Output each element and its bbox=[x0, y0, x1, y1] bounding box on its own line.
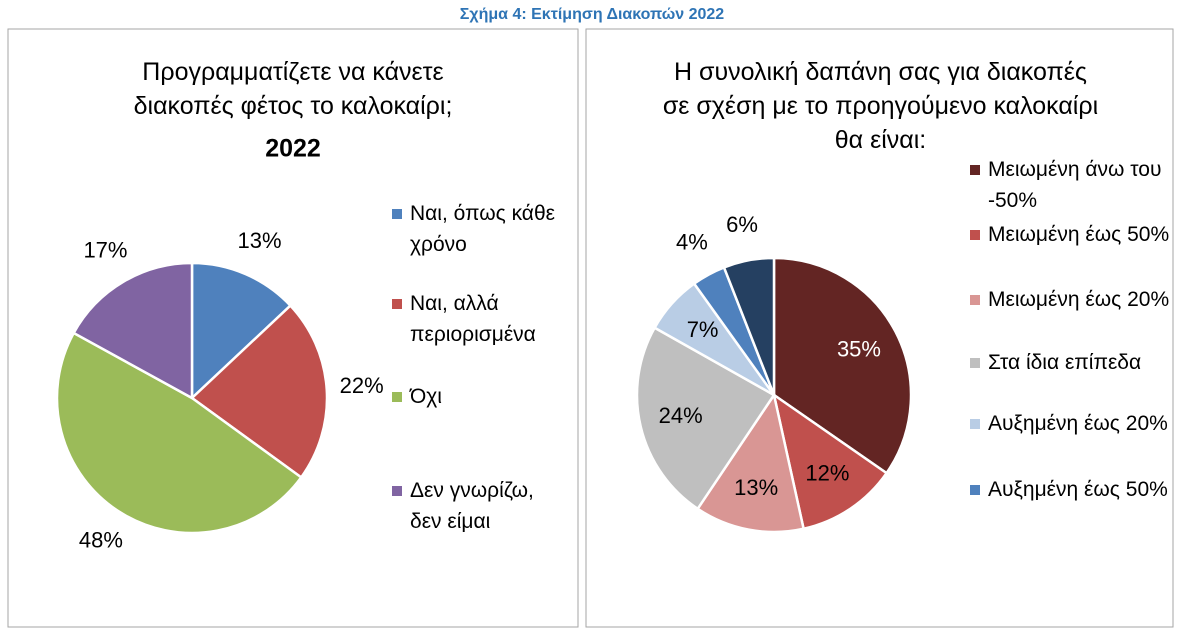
legend-label: Αυξημένη έως 20% bbox=[988, 412, 1168, 435]
legend-label: Ναι, όπως κάθε χρόνο bbox=[410, 202, 555, 256]
legend-entry: Αυξημένη έως 20% bbox=[970, 408, 1170, 439]
legend-entry: Στα ίδια επίπεδα bbox=[970, 347, 1170, 378]
legend-box: Όχι bbox=[392, 381, 562, 412]
figure-title: Σχήμα 4: Εκτίμηση Διακοπών 2022 bbox=[460, 6, 725, 23]
data-label: 35% bbox=[837, 336, 881, 361]
data-label: 13% bbox=[734, 475, 778, 500]
legend-box: Μειωμένη έως 50% bbox=[970, 219, 1170, 250]
legend-box: Μειωμένη έως 20% bbox=[970, 284, 1170, 315]
legend-entry: Μειωμένη έως 20% bbox=[970, 284, 1170, 315]
legend-swatch bbox=[392, 209, 402, 219]
legend-swatch bbox=[970, 165, 980, 175]
data-label: 7% bbox=[687, 317, 719, 342]
pie-slice bbox=[635, 326, 776, 511]
data-label: 13% bbox=[237, 228, 281, 253]
legend-entry: Ναι, όπως κάθε χρόνο bbox=[392, 198, 562, 260]
legend-box: Δεν γνωρίζω, δεν είμαι σίγουρος/η bbox=[392, 475, 562, 541]
pie-slice bbox=[190, 261, 293, 401]
legend-label: Μειωμένη άνω του -50% bbox=[988, 158, 1162, 212]
legend-swatch bbox=[970, 485, 980, 495]
data-label: 48% bbox=[79, 527, 123, 552]
legend-swatch bbox=[970, 358, 980, 368]
pie-slice bbox=[695, 391, 806, 534]
data-label: 24% bbox=[659, 403, 703, 428]
legend-box: Αυξημένη έως 50% bbox=[970, 474, 1170, 505]
legend-label: Αυξημένη έως 50% bbox=[988, 478, 1168, 501]
chart-title: Προγραμματίζετε να κάνετε διακοπές φέτος… bbox=[133, 58, 453, 120]
data-label: 12% bbox=[805, 460, 849, 485]
legend-box: Ναι, αλλά περιορισμένα bbox=[392, 288, 562, 350]
data-label: 6% bbox=[726, 212, 758, 237]
pie-slice bbox=[190, 303, 329, 480]
pie-slice bbox=[722, 256, 776, 396]
pie-slice bbox=[772, 256, 913, 475]
data-label: 4% bbox=[676, 230, 708, 255]
legend-entry: Ναι, αλλά περιορισμένα bbox=[392, 288, 562, 350]
legend-label: Μειωμένη έως 50% bbox=[988, 223, 1170, 246]
title-box: Προγραμματίζετε να κάνετε διακοπές φέτος… bbox=[133, 58, 453, 120]
legend-label: Ναι, αλλά περιορισμένα bbox=[410, 292, 536, 346]
legend-entry: Αυξημένη έως 50% bbox=[970, 474, 1170, 505]
legend-swatch bbox=[970, 230, 980, 240]
legend-swatch bbox=[392, 299, 402, 309]
pie-slice bbox=[772, 392, 889, 531]
legend-box: Μειωμένη άνω του -50% bbox=[970, 154, 1170, 216]
data-label: 22% bbox=[340, 373, 384, 398]
legend-entry: Δεν γνωρίζω, δεν είμαι σίγουρος/η bbox=[392, 475, 562, 541]
legend-box: Ναι, όπως κάθε χρόνο bbox=[392, 198, 562, 260]
legend-label: Δεν γνωρίζω, δεν είμαι σίγουρος/η bbox=[410, 479, 534, 533]
title-box: Η συνολική δαπάνη σας για διακοπές σε σχ… bbox=[662, 58, 1099, 154]
legend-swatch bbox=[970, 419, 980, 429]
legend-entry: Όχι bbox=[392, 381, 562, 412]
pie-slice bbox=[55, 331, 303, 535]
pie-slice bbox=[72, 261, 194, 401]
legend-swatch bbox=[392, 486, 402, 496]
data-label: 17% bbox=[83, 237, 127, 262]
chart-title: Η συνολική δαπάνη σας για διακοπές σε σχ… bbox=[662, 58, 1099, 154]
legend-box: Στα ίδια επίπεδα bbox=[970, 347, 1170, 378]
legend-entry: Μειωμένη έως 50% bbox=[970, 219, 1170, 250]
legend-swatch bbox=[970, 295, 980, 305]
legend-label: Όχι bbox=[410, 385, 442, 408]
legend-entry: Μειωμένη άνω του -50% bbox=[970, 154, 1170, 216]
chart-subtitle: 2022 bbox=[265, 135, 321, 163]
legend-box: Αυξημένη έως 20% bbox=[970, 408, 1170, 439]
legend-label: Μειωμένη έως 20% bbox=[988, 288, 1170, 311]
legend-swatch bbox=[392, 392, 402, 402]
legend-label: Στα ίδια επίπεδα bbox=[988, 351, 1142, 374]
